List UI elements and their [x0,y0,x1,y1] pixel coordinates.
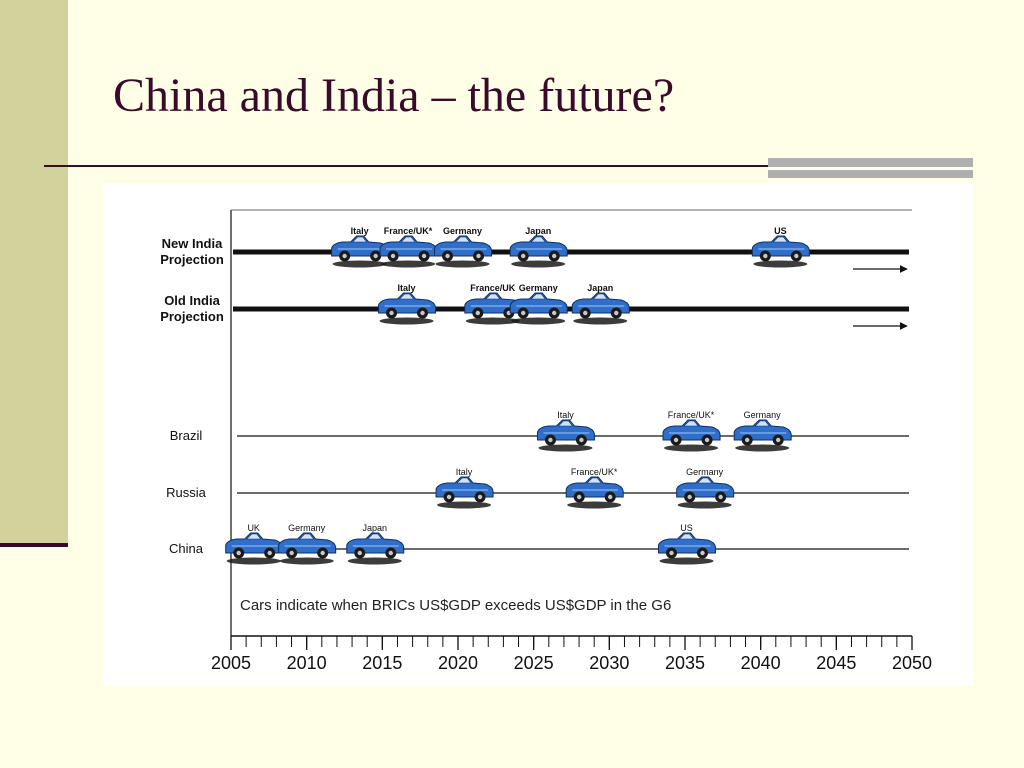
row-label-line: Brazil [170,428,203,443]
car-label: Japan [525,226,551,236]
row-label: Brazil [170,428,203,443]
timeline-row: Brazil Italy France/UK* Germany [170,410,909,452]
car-marker [733,419,792,452]
chart-note: Cars indicate when BRICs US$GDP exceeds … [240,597,671,614]
car-marker [565,476,624,509]
car-marker [225,532,284,565]
row-label-line: Old India [164,293,220,308]
car-label: Germany [443,226,482,236]
car-label: France/UK* [384,226,433,236]
car-label: Germany [686,467,724,477]
car-label: Italy [456,467,473,477]
car-marker [278,532,337,565]
timeline-row: China UK Germany Japan US [169,523,909,565]
car-label: France/UK* [571,467,618,477]
car-label: US [774,226,787,236]
car-label: Italy [557,410,574,420]
car-label: Germany [288,523,326,533]
car-marker [434,235,493,268]
x-tick-label: 2020 [438,653,478,673]
car-marker [658,532,717,565]
row-label: Russia [166,485,207,500]
timeline-row: Russia Italy France/UK* Germany [166,467,909,509]
x-tick-label: 2025 [514,653,554,673]
car-label: Japan [363,523,388,533]
car-marker [379,235,438,268]
car-label: US [680,523,693,533]
row-label-line: Projection [160,252,224,267]
x-tick-label: 2040 [741,653,781,673]
row-label: New India Projection [160,236,224,267]
car-marker [536,419,595,452]
row-label-line: Projection [160,309,224,324]
x-tick-label: 2045 [816,653,856,673]
x-tick-label: 2050 [892,653,932,673]
x-tick-label: 2010 [287,653,327,673]
car-marker [378,292,437,325]
left-decorative-band [0,0,68,545]
car-marker [435,476,494,509]
x-tick-label: 2030 [589,653,629,673]
timeline-row: Old India Projection Italy France/UK Germany… [160,283,909,330]
car-marker [331,235,390,268]
title-accent-bar [768,158,973,178]
x-tick-label: 2005 [211,653,251,673]
car-label: Italy [398,283,416,293]
x-tick-label: 2035 [665,653,705,673]
car-marker [509,292,568,325]
row-label: Old India Projection [160,293,224,324]
car-marker [509,235,568,268]
car-label: Japan [587,283,613,293]
car-label: France/UK* [668,410,715,420]
row-label-line: China [169,541,204,556]
car-marker [346,532,405,565]
slide-title: China and India – the future? [113,69,675,122]
car-label: Germany [519,283,558,293]
car-label: Germany [744,410,782,420]
car-marker [751,235,810,268]
car-marker [662,419,721,452]
title-rule [44,165,804,167]
car-label: France/UK [470,283,516,293]
car-marker [676,476,735,509]
car-label: UK [247,523,260,533]
car-label: Italy [351,226,369,236]
row-label: China [169,541,204,556]
car-marker [571,292,630,325]
row-label-line: New India [162,236,223,251]
timeline-row: New India Projection Italy France/UK* German… [160,226,909,273]
x-tick-label: 2015 [362,653,402,673]
left-band-underline [0,543,68,547]
row-label-line: Russia [166,485,207,500]
